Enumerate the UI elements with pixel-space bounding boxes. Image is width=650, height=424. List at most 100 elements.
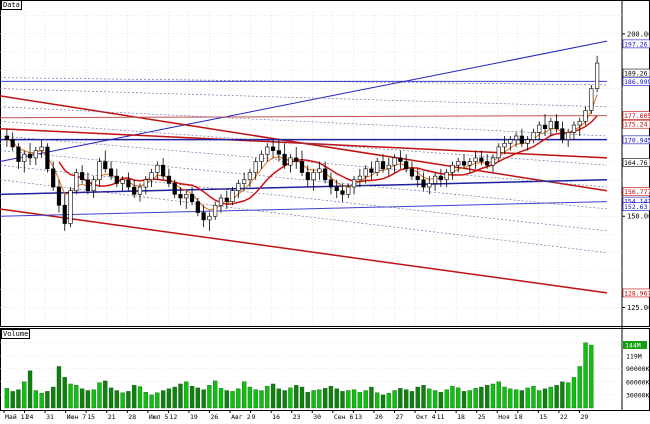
candle-body [444,172,449,181]
price-marker-box [622,119,650,129]
x-tick-label: 24 [26,413,34,421]
price-marker-label: 170.9457 [624,136,650,144]
x-tick-label: Июн 7 [67,413,87,421]
volume-bar [4,388,10,409]
price-marker-box [622,111,650,120]
x-tick-label: 16 [272,413,280,421]
volume-bar [473,388,478,409]
volume-bar [120,392,125,409]
x-tick-label: Окт 4 [416,413,436,421]
x-tick-label: 15 [539,413,547,421]
volume-bar [160,390,166,409]
price-marker-box [622,202,650,211]
candle-body [380,161,386,170]
volume-bar [311,390,316,409]
candle-body [427,183,432,188]
candle-body [178,194,183,199]
volume-bar [276,388,282,409]
candle-body [531,132,536,140]
volume-bar [548,386,553,409]
volume-bar [566,382,571,409]
candle-body [502,142,507,148]
volume-bar [241,381,247,409]
candle-body [554,121,559,130]
candle-body [566,132,571,140]
candle-body [404,161,409,170]
candle-body [207,215,212,221]
volume-bar [346,390,351,409]
price-tick-label: 200.00 [627,30,650,38]
volume-bar [357,392,363,409]
candle-body [270,146,276,151]
candle-body [386,164,391,170]
x-tick-label: 25 [478,413,486,421]
fan-line [0,121,608,166]
price-marker-label: 152.63 [624,203,648,211]
price-tick-label: 150.00 [627,213,650,221]
price-marker-label: 154.1415 [624,198,650,206]
price-marker-label: 156.7775 [624,188,650,196]
volume-bar [432,390,438,409]
candle-body [317,168,322,173]
volume-bar [461,391,467,409]
volume-bar [577,366,582,409]
volume-bar [531,385,536,409]
volume-bar [583,342,588,409]
volume-tick-label: 60000K [626,378,650,386]
candle-body [91,179,96,192]
trend-line-lower-red [0,208,608,294]
volume-bar [218,388,224,409]
candle-body [213,204,218,217]
candle-body [409,168,415,177]
x-tick-label: Сен 6 [334,413,354,421]
candle-body [577,121,582,126]
trend-line-lowest-blue [0,201,608,217]
volume-bar [485,385,490,409]
candle-body [230,190,235,202]
volume-bar [143,392,148,409]
volume-bar [155,392,160,409]
volume-current-marker [623,341,647,349]
candle-body [432,175,438,184]
candle-body [398,157,403,162]
candle-body [161,164,166,177]
volume-bar [479,386,484,409]
candle-body [10,139,15,148]
x-tick-label: 22 [560,413,568,421]
volume-bar [288,387,293,409]
candle-body [450,164,455,173]
volume-bar [132,385,137,409]
fan-line [0,179,608,254]
x-tick-label: 20 [375,413,383,421]
candle-body [242,179,247,184]
volume-tick-label: 90000K [626,365,650,373]
volume-bar [201,389,206,409]
volume-bar [317,389,322,409]
candle-body [340,190,345,195]
candle-body [467,161,472,166]
candle-body [22,153,27,162]
volume-bar [149,394,154,409]
price-marker-label: 197.26 [624,40,648,48]
volume-bar [415,386,420,409]
volume-bar [247,386,253,409]
candle-body [224,197,229,202]
volume-bar [490,383,496,409]
candle-body [265,146,270,155]
candle-body [560,128,565,140]
candle-body [184,194,189,199]
volume-bar [189,385,195,409]
x-tick-label: 11 [437,413,445,421]
volume-bar [560,381,565,409]
price-marker-box [622,135,650,145]
x-tick-label: Июл 5 [149,413,169,421]
x-tick-label: 27 [395,413,403,421]
x-tick-label: 31 [46,413,54,421]
candle-body [253,161,258,173]
candle-body [103,161,108,170]
price-marker-box [622,288,650,298]
candle-body [328,179,334,188]
volume-bar [178,383,183,409]
volume-bar [16,389,21,409]
